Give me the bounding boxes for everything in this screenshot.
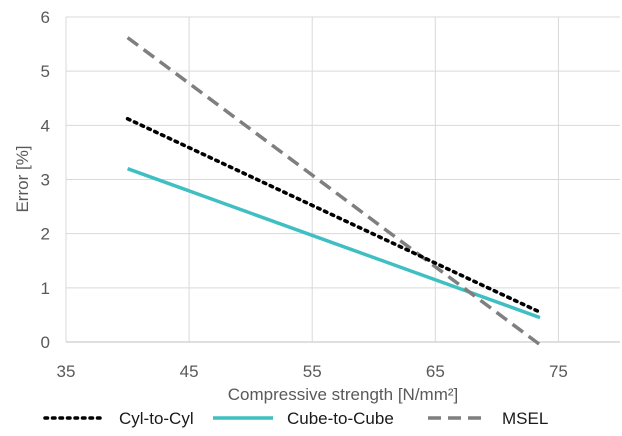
x-tick-label: 65 (426, 362, 445, 381)
legend: Cyl-to-Cyl Cube-to-Cube MSEL (43, 409, 548, 428)
y-tick-label: 6 (41, 8, 50, 27)
series-line-msel (126, 36, 542, 347)
y-axis-title: Error [%] (13, 145, 32, 212)
series-lines (125, 36, 542, 347)
y-tick-label: 1 (41, 279, 50, 298)
y-tick-label: 4 (41, 116, 50, 135)
x-tick-label: 75 (549, 362, 568, 381)
y-tick-label: 0 (41, 333, 50, 352)
legend-label: Cube-to-Cube (287, 409, 394, 428)
y-tick-label: 2 (41, 225, 50, 244)
y-axis-tick-labels: 0 1 2 3 4 5 6 (41, 8, 50, 352)
x-axis-title: Compressive strength [N/mm²] (228, 385, 459, 404)
legend-label: MSEL (502, 409, 548, 428)
grid-lines (65, 16, 620, 343)
y-tick-label: 3 (41, 171, 50, 190)
x-tick-label: 45 (180, 362, 199, 381)
x-tick-label: 55 (303, 362, 322, 381)
x-axis-tick-labels: 35 45 55 65 75 (57, 362, 568, 381)
y-tick-label: 5 (41, 62, 50, 81)
legend-label: Cyl-to-Cyl (119, 409, 194, 428)
x-tick-label: 35 (57, 362, 76, 381)
series-line-cyl-to-cyl (125, 117, 542, 315)
